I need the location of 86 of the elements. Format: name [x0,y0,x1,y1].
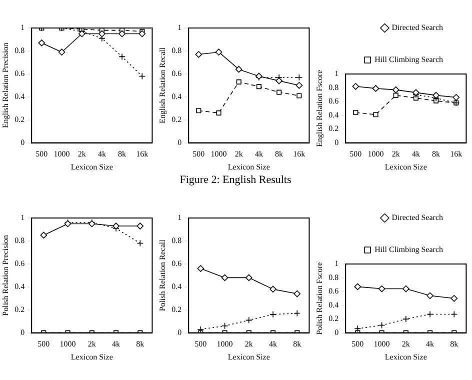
y-tick-label: 1 [334,259,339,268]
x-tick-label: 8k [450,340,458,349]
y-tick-label: 1 [178,23,182,32]
y-tick-label: 0.4 [328,300,339,310]
x-tick-label: 16k [136,150,148,159]
x-tick-label: 4k [112,340,120,349]
y-tick-label: 0.8 [328,272,339,282]
x-tick-label: 8k [275,150,284,159]
y-tick-label: 0.8 [172,46,182,56]
y-tick-label: 0.6 [328,286,339,296]
x-tick-label: 4k [98,150,106,159]
y-tick-label: 0.4 [14,92,25,101]
x-tick-label: 8k [432,150,440,159]
x-tick-label: 1000 [54,150,70,159]
y-axis-title: Polish Relation Recall [158,238,167,312]
y-axis-title: Polish Relation Fscore [314,262,324,335]
x-tick-label: 2k [234,150,243,159]
y-tick-label: 0.8 [14,46,25,56]
y-tick-label: 0.2 [14,114,25,124]
x-tick-label: 2k [88,340,96,349]
x-tick-label: 2k [78,150,86,159]
x-tick-label: 4k [412,150,420,159]
y-tick-label: 0 [178,328,182,337]
y-tick-label: 0 [334,138,339,147]
x-tick-label: 1000 [216,340,233,349]
legend-label: Hill Climbing Search [374,55,443,64]
y-tick-label: 0.8 [328,82,339,92]
y-tick-label: 0.4 [14,282,25,291]
x-tick-label: 4k [269,340,278,349]
y-tick-label: 1 [20,213,25,222]
y-tick-label: 0 [334,328,339,337]
x-tick-label: 16k [293,150,306,159]
y-tick-label: 0.8 [14,236,25,246]
y-tick-label: 0.2 [328,314,339,324]
y-tick-label: 1 [178,213,182,222]
x-tick-label: 2k [392,150,400,159]
x-axis-title: Lexicon Size [384,162,428,172]
caption: Figure 2: English Results [178,174,292,186]
legend-label: Directed Search [392,213,444,222]
y-tick-label: 0 [178,138,182,147]
y-axis-title: English Relation Fscore [314,70,324,147]
y-axis-title: Polish Relation Precision [0,234,10,316]
y-tick-label: 0.6 [14,259,25,268]
y-tick-label: 0.6 [14,69,25,78]
x-tick-label: 500 [38,340,50,349]
y-tick-label: 0.8 [172,236,182,246]
y-tick-label: 0.2 [172,304,182,314]
x-axis-title: Lexicon Size [228,352,270,362]
y-tick-label: 0.6 [172,259,182,268]
x-tick-label: 16k [450,150,462,159]
legend-label: Directed Search [392,23,444,32]
x-axis-title: Lexicon Size [384,352,428,362]
x-tick-label: 500 [352,340,364,349]
x-axis-title: Lexicon Size [228,162,270,172]
y-tick-label: 0.2 [14,304,25,314]
x-tick-label: 4k [426,340,434,349]
x-tick-label: 1000 [374,340,390,349]
y-tick-label: 0.4 [172,92,182,101]
x-tick-label: 1000 [210,150,227,159]
y-tick-label: 0 [20,328,25,337]
y-axis-title: English Relation Recall [158,46,167,124]
y-tick-label: 0.2 [328,124,339,134]
x-tick-label: 8k [118,150,126,159]
y-tick-label: 1 [20,23,25,32]
legend-label: Hill Climbing Search [374,245,443,254]
y-tick-label: 0.4 [172,282,182,291]
x-axis-title: Lexicon Size [70,352,114,362]
x-tick-label: 8k [293,340,302,349]
y-tick-label: 0.2 [172,114,182,124]
x-tick-label: 1000 [60,340,76,349]
y-tick-label: 0.6 [172,69,182,78]
x-tick-label: 500 [350,150,362,159]
x-tick-label: 500 [194,340,207,349]
x-tick-label: 500 [36,150,48,159]
x-tick-label: 2k [244,340,253,349]
x-tick-label: 2k [402,340,410,349]
y-tick-label: 0.4 [328,110,339,120]
x-tick-label: 4k [254,150,263,159]
x-axis-title: Lexicon Size [70,162,114,172]
y-tick-label: 0.6 [328,96,339,106]
y-tick-label: 0 [20,138,25,147]
x-tick-label: 500 [192,150,205,159]
y-tick-label: 1 [334,69,339,78]
x-tick-label: 1000 [368,150,384,159]
y-axis-title: English Relation Precision [0,42,10,128]
x-tick-label: 8k [136,340,144,349]
